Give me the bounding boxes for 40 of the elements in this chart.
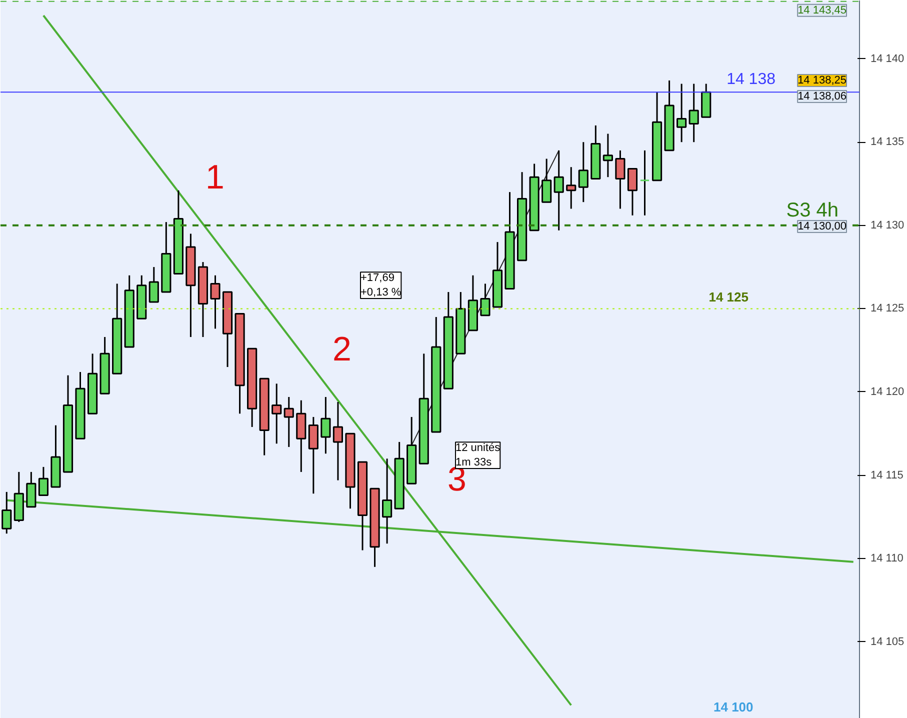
y-tick-label: 14 140 <box>870 52 904 65</box>
candlestick <box>554 150 564 232</box>
candlestick <box>148 266 159 303</box>
annotation: 2 <box>332 330 352 368</box>
y-tick-label: 14 115 <box>870 469 904 482</box>
candlestick <box>272 382 282 444</box>
annotation: 14 100 <box>714 700 754 714</box>
y-tick-label: 14 110 <box>870 552 904 565</box>
ref-line-label: 14 143,45 <box>798 4 846 16</box>
candlestick <box>308 416 318 494</box>
y-tick-label: 14 130 <box>870 219 904 232</box>
ref-line-label: S3 4h <box>786 199 838 222</box>
candlestick <box>627 168 638 216</box>
candlestick <box>38 466 48 496</box>
candlestick <box>566 166 576 210</box>
candlestick <box>26 471 36 508</box>
candlestick <box>320 396 331 454</box>
candlestick <box>542 158 552 203</box>
candlestick <box>284 396 294 448</box>
candlestick <box>615 150 626 210</box>
candlestick <box>2 491 12 534</box>
ref-line-label: 14 138 <box>726 71 776 88</box>
candlestick <box>382 458 392 544</box>
candlestick <box>210 274 220 330</box>
candlestick <box>676 83 687 143</box>
y-tick-label: 14 120 <box>870 386 904 398</box>
candlestick <box>640 150 650 216</box>
y-tick-label: 14 135 <box>870 136 904 148</box>
y-tick-label: 14 105 <box>870 636 904 648</box>
candlestick <box>578 141 588 203</box>
candlestick <box>688 83 699 143</box>
candlestick <box>332 401 344 482</box>
y-tick-label: 14 125 <box>870 302 904 315</box>
candlestick <box>602 133 613 178</box>
annotation: 14 138,06 <box>798 90 846 102</box>
annotation: 14 130,00 <box>798 220 846 232</box>
annotation: 1 <box>206 158 224 196</box>
annotation: 14 138,25 <box>798 74 846 86</box>
candlestick <box>480 282 490 316</box>
ref-line-label: 14 125 <box>708 290 749 305</box>
